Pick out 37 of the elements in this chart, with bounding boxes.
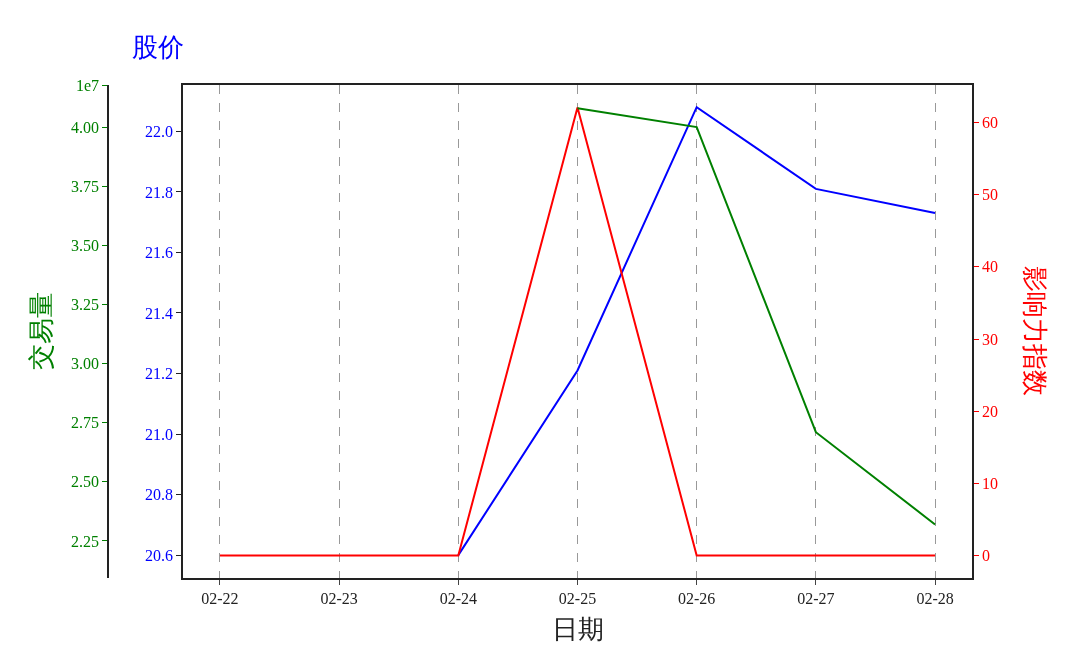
x-tick-label: 02-24 bbox=[439, 589, 477, 607]
text: 1e7 bbox=[75, 76, 100, 94]
y-tick-label: 21.2 bbox=[145, 365, 174, 383]
y3-tick-label: 3.25 bbox=[71, 296, 100, 314]
y3-axis-title: 交易量 bbox=[26, 292, 56, 371]
y2-tick-label: 30 bbox=[981, 330, 998, 348]
y-tick-label: 21.4 bbox=[145, 304, 174, 322]
y-tick-label: 21.0 bbox=[145, 425, 174, 443]
y3-tick-label: 2.25 bbox=[71, 532, 100, 550]
x-tick-label: 02-26 bbox=[678, 589, 716, 607]
line-series bbox=[457, 106, 937, 557]
y2-axis-title: 影响力指数 bbox=[1020, 266, 1050, 397]
y3-tick-label: 3.50 bbox=[71, 236, 100, 254]
x-tick-label: 02-25 bbox=[558, 589, 597, 607]
x-axis-title: 日期 bbox=[551, 615, 604, 645]
y3-tick-label: 3.75 bbox=[71, 177, 100, 195]
y-tick-label: 21.6 bbox=[145, 244, 174, 262]
y-tick-label: 22.0 bbox=[145, 122, 174, 140]
y-tick-label: 21.8 bbox=[145, 183, 174, 201]
line-series bbox=[576, 107, 937, 526]
x-tick-label: 02-28 bbox=[916, 589, 954, 607]
y2-tick-label: 10 bbox=[981, 474, 998, 492]
y3-tick-label: 2.50 bbox=[71, 473, 100, 491]
x-tick-label: 02-27 bbox=[797, 589, 835, 607]
y-tick-label: 20.8 bbox=[145, 486, 174, 504]
x-tick-label: 02-23 bbox=[320, 589, 358, 607]
y2-tick-label: 0 bbox=[981, 547, 990, 565]
y-axis-title: 股价 bbox=[132, 33, 184, 62]
y2-tick-label: 20 bbox=[981, 402, 998, 420]
y3-tick-label: 3.00 bbox=[71, 355, 100, 373]
y2-tick-label: 60 bbox=[981, 114, 998, 132]
y2-tick-label: 40 bbox=[981, 258, 998, 276]
x-tick-label: 02-22 bbox=[201, 589, 239, 607]
y-tick-label: 20.6 bbox=[145, 546, 174, 564]
y3-tick-label: 4.00 bbox=[71, 118, 100, 136]
y3-tick-label: 2.75 bbox=[71, 414, 100, 432]
y2-tick-label: 50 bbox=[981, 186, 998, 204]
